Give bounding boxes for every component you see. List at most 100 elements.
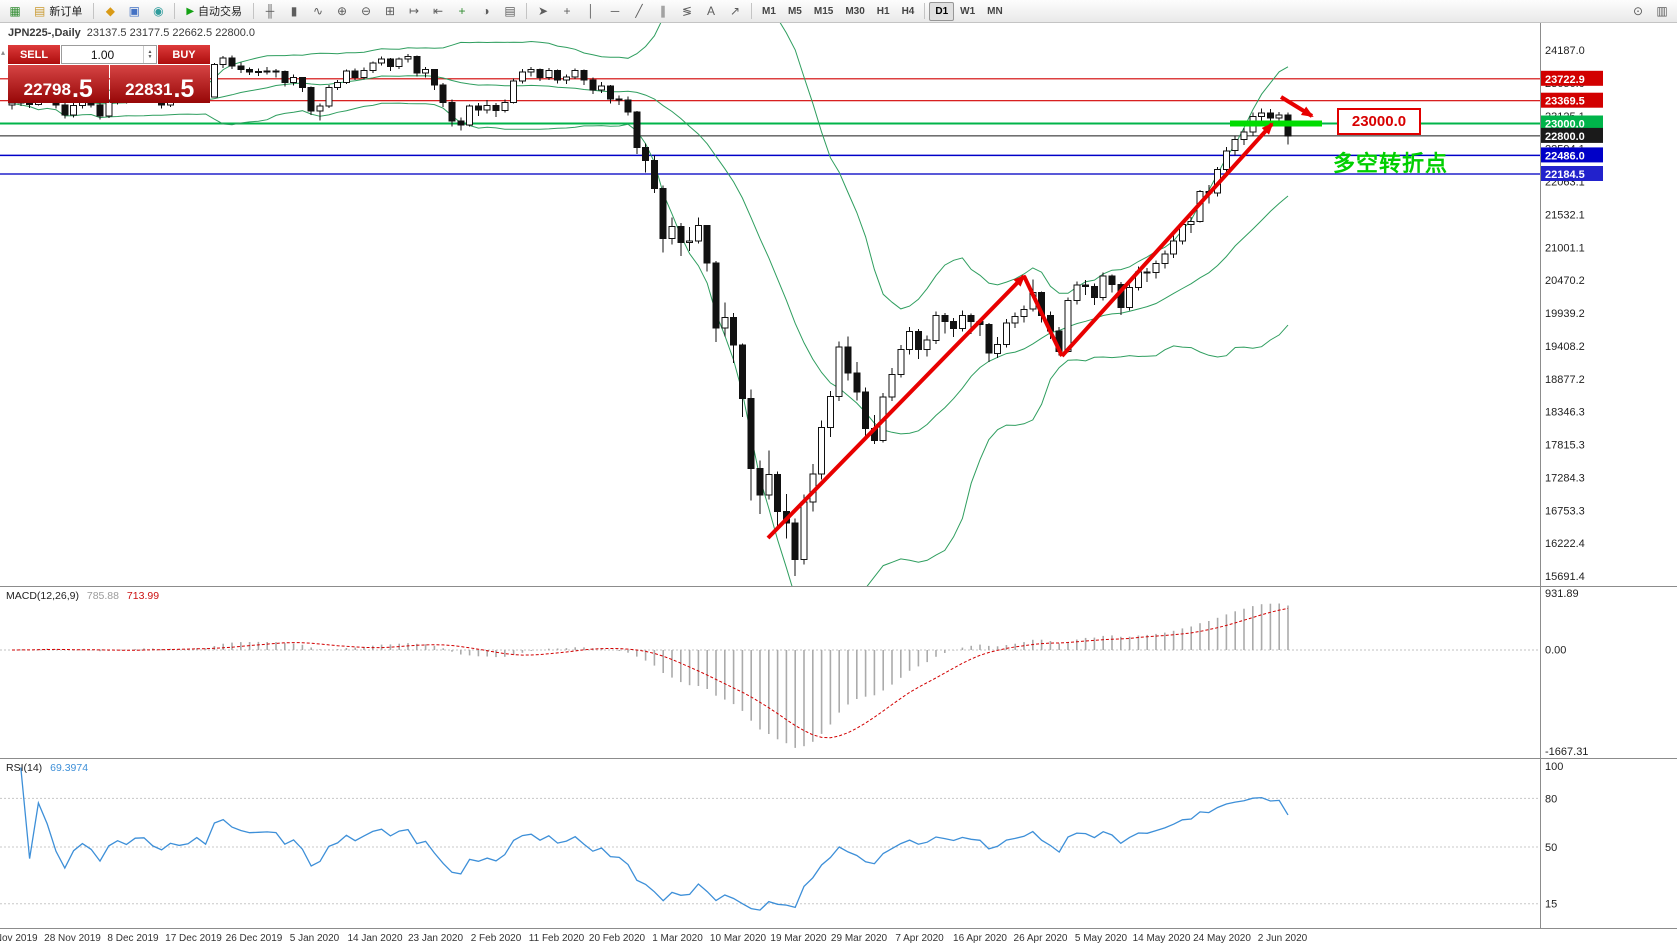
timeframe-button-mn[interactable]: MN (987, 5, 1003, 17)
time-axis[interactable]: 9 Nov 2019 28 Nov 2019 8 Dec 2019 17 Dec 20… (0, 933, 1308, 944)
timeframe-button-h4[interactable]: H4 (901, 5, 915, 17)
indicators-icon[interactable]: + (458, 4, 466, 18)
lot-increase-icon[interactable]: ▲ (147, 48, 153, 55)
timeframe-button-h1[interactable]: H1 (876, 5, 890, 17)
fibonacci-icon[interactable]: ≶ (682, 4, 693, 18)
vertical-line-icon[interactable]: │ (587, 4, 595, 18)
svg-text:24187.0: 24187.0 (1545, 45, 1585, 57)
svg-text:26 Dec 2019: 26 Dec 2019 (226, 933, 283, 944)
chart-shift-icon[interactable]: ⇤ (433, 4, 444, 18)
svg-text:24 May 2020: 24 May 2020 (1193, 933, 1251, 944)
data-window-icon[interactable]: ▥ (1656, 4, 1668, 18)
svg-text:14 Jan 2020: 14 Jan 2020 (347, 933, 402, 944)
svg-text:21532.1: 21532.1 (1545, 209, 1585, 221)
new-order-label: 新订单 (49, 6, 83, 18)
zoom-out-icon[interactable]: ⊖ (361, 4, 372, 18)
svg-text:14 May 2020: 14 May 2020 (1133, 933, 1191, 944)
trendline-icon[interactable]: ╱ (635, 4, 643, 18)
buy-price-main: 22831 (125, 80, 173, 99)
svg-text:16222.4: 16222.4 (1545, 538, 1585, 550)
templates-icon[interactable]: ▤ (504, 4, 516, 18)
toolbar: ▦ ▤ 新订单 ◆ ▣ ◉ ▶ 自动交易 ╫ ▮ ∿ ⊕ ⊖ ⊞ ↦ ⇤ + ◑ ▤ ➤ + │ ─ ╱ ∥ ≶ A ↗… (0, 0, 1677, 23)
lot-size-value[interactable]: 1.00 (90, 47, 115, 62)
bar-chart-icon[interactable]: ╫ (265, 4, 275, 18)
svg-text:23369.5: 23369.5 (1545, 96, 1585, 108)
svg-text:17 Dec 2019: 17 Dec 2019 (165, 933, 222, 944)
channel-icon[interactable]: ∥ (660, 4, 667, 18)
buy-price-display[interactable]: 22831.5 (109, 65, 210, 103)
svg-text:22184.5: 22184.5 (1545, 169, 1585, 181)
svg-text:23000.0: 23000.0 (1545, 119, 1585, 131)
periods-icon[interactable]: ◑ (482, 4, 490, 18)
svg-text:8 Dec 2019: 8 Dec 2019 (107, 933, 159, 944)
rsi-title: RSI(14) (6, 762, 43, 774)
zoom-in-icon[interactable]: ⊕ (337, 4, 348, 18)
arrows-icon[interactable]: ↗ (730, 4, 741, 18)
pane-separators (0, 22, 1677, 929)
candlestick-icon[interactable]: ▮ (290, 4, 298, 18)
buy-button[interactable]: BUY (158, 45, 210, 64)
trend-arrow-annotations[interactable] (766, 95, 1314, 540)
timeframe-button-m1[interactable]: M1 (762, 5, 776, 17)
horizontal-line-icon[interactable]: ─ (610, 4, 620, 18)
timeframe-button-w1[interactable]: W1 (960, 5, 976, 17)
svg-text:15691.4: 15691.4 (1545, 571, 1585, 583)
toolbar-group-file: ▦ (3, 1, 27, 21)
turning-point-annotation: 多空转折点 (1333, 151, 1449, 176)
svg-text:19 Mar 2020: 19 Mar 2020 (770, 933, 827, 944)
symbol-period-label: JPN225-,Daily (8, 27, 81, 39)
svg-text:1 Mar 2020: 1 Mar 2020 (652, 933, 703, 944)
line-chart-icon[interactable]: ∿ (313, 4, 324, 18)
rsi-indicator-pane (0, 767, 1540, 911)
macd-signal-value: 713.99 (126, 590, 160, 602)
svg-text:50: 50 (1545, 842, 1557, 854)
one-click-collapse-button[interactable]: ▴ (1, 48, 6, 57)
autotrading-label: 自动交易 (198, 6, 243, 18)
search-icon[interactable]: ⊙ (1632, 4, 1644, 18)
svg-text:17815.3: 17815.3 (1545, 440, 1585, 452)
timeframe-button-m5[interactable]: M5 (787, 5, 802, 17)
crosshair-icon[interactable]: + (563, 4, 571, 18)
svg-text:23722.9: 23722.9 (1545, 74, 1585, 86)
sell-price-display[interactable]: 22798.5 (8, 65, 109, 103)
sell-price-main: 22798 (23, 80, 71, 99)
price-annotation-box[interactable]: 23000.0 (1337, 108, 1421, 135)
svg-text:21001.1: 21001.1 (1545, 242, 1585, 254)
svg-text:22486.0: 22486.0 (1545, 150, 1585, 162)
autotrading-button[interactable]: ▶ 自动交易 (179, 2, 249, 20)
lot-decrease-icon[interactable]: ▼ (147, 53, 153, 60)
autotrading-play-icon: ▶ (186, 5, 195, 17)
lot-size-field[interactable]: 1.00 ▲ ▼ (61, 45, 157, 64)
timeframe-button-d1[interactable]: D1 (929, 1, 955, 21)
lot-spinner[interactable]: ▲ ▼ (143, 46, 156, 63)
svg-text:11 Feb 2020: 11 Feb 2020 (529, 933, 585, 944)
toolbar-group-services: ◆ ▣ ◉ (98, 1, 170, 21)
cursor-icon[interactable]: ➤ (538, 4, 549, 18)
svg-text:931.89: 931.89 (1545, 588, 1579, 600)
svg-text:5 Jan 2020: 5 Jan 2020 (290, 933, 340, 944)
toolbar-group-objects: ➤ + │ ─ ╱ ∥ ≶ A ↗ (531, 1, 747, 21)
toolbar-separator (526, 3, 528, 19)
community-icon[interactable]: ◉ (153, 4, 164, 18)
new-chart-icon[interactable]: ▦ (9, 4, 21, 18)
svg-text:7 Apr 2020: 7 Apr 2020 (895, 933, 944, 944)
charts-icon[interactable]: ▣ (128, 4, 141, 18)
timeframe-button-m15[interactable]: M15 (813, 5, 834, 17)
mql5-icon[interactable]: ◆ (105, 4, 115, 18)
new-order-button[interactable]: ▤ 新订单 (27, 2, 89, 20)
new-order-icon: ▤ (34, 4, 46, 18)
svg-text:9 Nov 2019: 9 Nov 2019 (0, 933, 38, 944)
text-icon[interactable]: A (707, 4, 716, 18)
macd-title: MACD(12,26,9) (6, 590, 79, 602)
svg-text:23 Jan 2020: 23 Jan 2020 (408, 933, 463, 944)
tile-windows-icon[interactable]: ⊞ (385, 4, 396, 18)
sell-button[interactable]: SELL (8, 45, 60, 64)
auto-scroll-icon[interactable]: ↦ (409, 4, 420, 18)
toolbar-separator (174, 3, 176, 19)
svg-text:26 Apr 2020: 26 Apr 2020 (1014, 933, 1068, 944)
rsi-indicator-label: RSI(14) 69.3974 (6, 762, 88, 774)
timeframe-button-m30[interactable]: M30 (845, 5, 865, 17)
